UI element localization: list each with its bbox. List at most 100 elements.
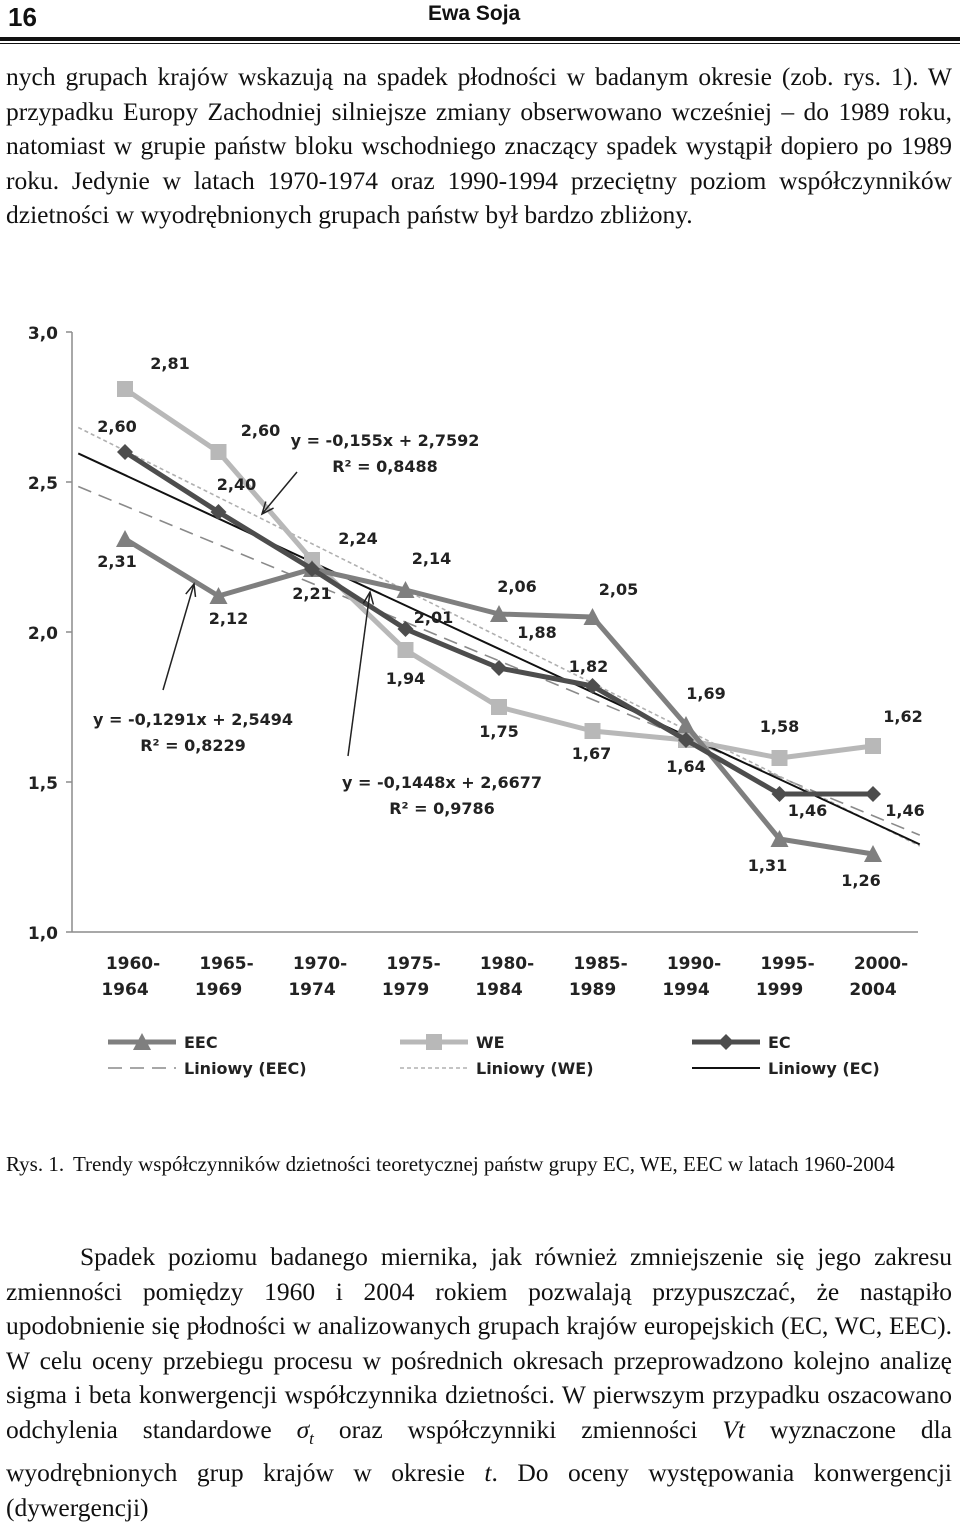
x-tick-label: 1985-	[573, 954, 627, 974]
data-label: 1,26	[841, 871, 880, 890]
data-point	[583, 608, 602, 625]
legend-label: Liniowy (EEC)	[184, 1059, 307, 1078]
x-tick-label: 1974	[288, 980, 335, 1000]
data-point	[116, 530, 134, 547]
page-number: 16	[8, 2, 37, 32]
data-point	[209, 587, 228, 604]
data-label: 1,58	[760, 717, 799, 736]
series-lines	[116, 381, 882, 862]
x-tick-label: 1969	[195, 980, 242, 1000]
annotation-arrow	[261, 471, 298, 515]
x-tick-label: 1965-	[199, 954, 253, 974]
regression-r2: R² = 0,9786	[389, 799, 495, 818]
data-point	[678, 732, 694, 748]
data-point	[771, 786, 788, 802]
data-label: 2,21	[292, 584, 331, 603]
legend-label: EC	[768, 1033, 791, 1052]
regression-r2: R² = 0,8229	[140, 736, 246, 755]
data-label: 2,06	[497, 577, 536, 596]
annotation-arrowhead	[185, 582, 197, 597]
data-label: 2,31	[97, 552, 136, 571]
data-point	[210, 504, 227, 520]
data-label: 2,05	[599, 580, 638, 599]
data-point	[117, 444, 133, 460]
fertility-trend-chart: 1,0 1,5 2,0 2,5 3,0 1960- 1964 1965- 1969 1970- 19…	[28, 324, 925, 1078]
data-label: 1,46	[885, 801, 924, 820]
x-tick-label: 1970-	[293, 954, 347, 974]
x-tick-label: 1980-	[480, 954, 534, 974]
x-tick-label: 1979	[382, 980, 429, 1000]
paragraph-body-part3: wyznaczone dla wyodrębnionych grup krajó…	[6, 1414, 952, 1488]
data-point	[864, 845, 882, 862]
x-tick-label: 1999	[756, 980, 803, 1000]
x-tick-label: 1964	[101, 980, 148, 1000]
paragraph-body-part2: oraz współczynniki zmienności	[338, 1414, 698, 1444]
data-labels: 2,31 2,12 2,21 2,14 2,06 2,05 1,69 1,31 1,26 2,81…	[97, 354, 924, 890]
data-label: 2,12	[209, 609, 248, 628]
page-header: 16 Ewa Soja	[0, 0, 960, 40]
annotation-arrowhead	[362, 590, 375, 605]
header-rule-thick	[0, 37, 960, 41]
trendline	[77, 485, 921, 836]
regression-equation: y = -0,155x + 2,7592	[291, 431, 480, 450]
annotation-arrow	[347, 591, 371, 757]
data-label: 1,82	[569, 657, 608, 676]
y-tick-label: 3,0	[28, 324, 58, 344]
regression-equation: y = -0,1448x + 2,6677	[342, 773, 542, 792]
y-tick-label: 1,5	[28, 774, 58, 794]
data-point	[490, 605, 508, 622]
sigma-symbol: σ	[296, 1414, 310, 1444]
x-tick-label: 1990-	[667, 954, 721, 974]
data-point	[865, 786, 881, 802]
data-label: 2,81	[150, 354, 189, 373]
figure-caption: Rys. 1. Trendy współczynników dzietności…	[6, 1150, 952, 1179]
data-point	[491, 660, 507, 676]
running-head-author: Ewa Soja	[428, 2, 521, 25]
chart-axes: 1,0 1,5 2,0 2,5 3,0 1960- 1964 1965- 1969 1970- 19…	[28, 324, 918, 1000]
legend-label: EEC	[184, 1033, 218, 1052]
annotation-arrow	[162, 583, 195, 691]
data-label: 1,88	[517, 623, 556, 642]
data-point	[117, 381, 133, 397]
data-point	[491, 699, 507, 715]
chart-legend: EEC WE EC Liniowy (EEC) Liniowy (WE) Liniowy …	[108, 1033, 880, 1078]
data-label: 1,64	[666, 757, 705, 776]
data-point	[718, 1034, 734, 1050]
regression-annotations: y = -0,155x + 2,7592 R² = 0,8488 y = -0,12…	[93, 431, 542, 818]
data-point	[397, 642, 414, 658]
data-point	[584, 723, 601, 739]
sigma-subscript: t	[309, 1428, 314, 1448]
caption-label: Rys. 1.	[6, 1152, 65, 1176]
data-point	[304, 561, 320, 577]
data-point	[677, 716, 695, 733]
time-symbol: t	[484, 1458, 492, 1488]
data-label: 1,69	[686, 684, 725, 703]
legend-label: Liniowy (EC)	[768, 1059, 880, 1078]
annotation-arrowhead	[260, 501, 274, 516]
data-label: 1,31	[748, 856, 787, 875]
x-tick-label: 1960-	[106, 954, 160, 974]
paragraph-body: Spadek poziomu badanego miernika, jak ró…	[6, 1240, 952, 1525]
x-tick-label: 1984	[475, 980, 522, 1000]
legend-label: Liniowy (WE)	[476, 1059, 594, 1078]
data-label: 2,60	[97, 417, 136, 436]
data-label: 2,40	[217, 475, 256, 494]
data-label: 1,75	[479, 722, 518, 741]
x-tick-label: 2000-	[854, 954, 908, 974]
paragraph-intro: nych grupach krajów wskazują na spadek p…	[6, 62, 952, 229]
data-point	[397, 621, 414, 637]
y-tick-label: 2,0	[28, 624, 58, 644]
x-tick-label: 2004	[849, 980, 896, 1000]
header-rule-thin	[0, 43, 960, 44]
data-label: 1,67	[572, 744, 611, 763]
data-point	[771, 750, 788, 766]
x-tick-label: 1994	[662, 980, 709, 1000]
x-tick-label: 1975-	[386, 954, 440, 974]
regression-equation: y = -0,1291x + 2,5494	[93, 710, 293, 729]
data-label: 1,62	[883, 707, 922, 726]
data-label: 2,60	[241, 421, 280, 440]
data-label: 2,24	[338, 529, 377, 548]
paragraph-body-part1: Spadek poziomu badanego miernika, jak ró…	[6, 1242, 952, 1444]
data-point	[770, 830, 789, 847]
x-tick-label: 1989	[569, 980, 616, 1000]
